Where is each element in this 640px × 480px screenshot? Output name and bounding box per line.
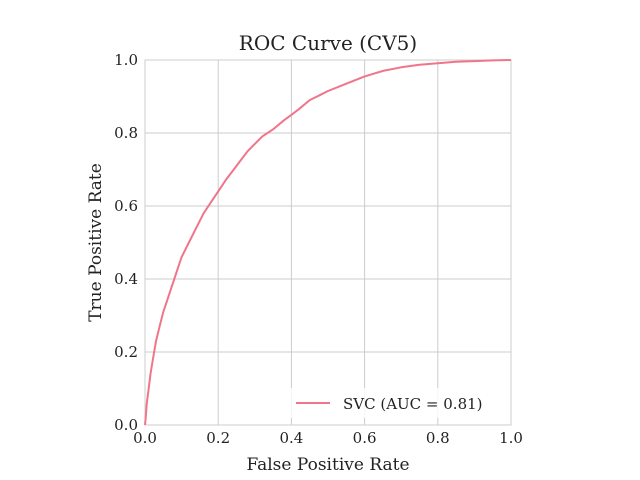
x-axis-label: False Positive Rate: [246, 455, 409, 475]
x-tick-label: 0.4: [279, 429, 303, 447]
x-tick-label: 1.0: [499, 429, 523, 447]
y-tick-label: 1.0: [114, 51, 138, 69]
x-tick-label: 0.2: [206, 429, 230, 447]
chart-title: ROC Curve (CV5): [239, 31, 417, 55]
y-tick-label: 0.8: [114, 124, 138, 142]
series-layer: [144, 59, 512, 426]
roc-curve-line: [144, 59, 512, 426]
x-tick-label: 0.8: [426, 429, 450, 447]
y-tick-label: 0.4: [114, 270, 138, 288]
y-tick-label: 0.6: [114, 197, 138, 215]
legend-label: SVC (AUC = 0.81): [343, 395, 483, 413]
x-axis-ticks: 0.0 0.2 0.4 0.6 0.8 1.0: [133, 429, 523, 447]
x-tick-label: 0.0: [133, 429, 157, 447]
grid: [144, 59, 512, 426]
legend: SVC (AUC = 0.81): [288, 388, 506, 418]
y-axis-ticks: 0.0 0.2 0.4 0.6 0.8 1.0: [114, 51, 138, 434]
y-axis-label: True Positive Rate: [86, 163, 106, 322]
y-tick-label: 0.2: [114, 343, 138, 361]
x-tick-label: 0.6: [353, 429, 377, 447]
y-tick-label: 0.0: [114, 416, 138, 434]
plot-frame: [144, 59, 512, 426]
